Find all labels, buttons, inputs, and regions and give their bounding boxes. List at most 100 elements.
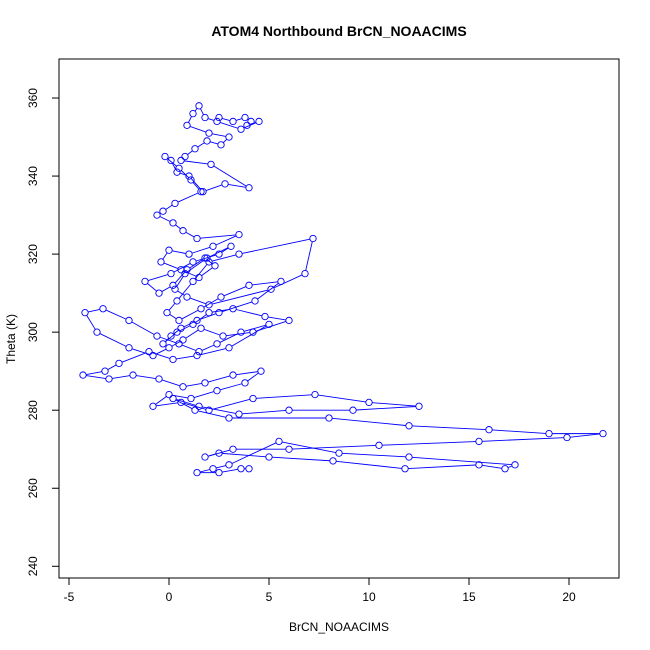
data-point bbox=[257, 367, 265, 375]
series-segment bbox=[165, 333, 175, 343]
series-segment bbox=[189, 297, 207, 305]
series-segment bbox=[165, 204, 173, 210]
series-segment bbox=[408, 464, 476, 470]
series-segment bbox=[318, 394, 366, 403]
data-point bbox=[475, 437, 483, 446]
data-point bbox=[189, 109, 197, 118]
series-segment bbox=[195, 254, 217, 262]
series-segment bbox=[492, 429, 546, 434]
data-point bbox=[229, 305, 237, 313]
data-point bbox=[213, 387, 221, 395]
series-segment bbox=[187, 150, 193, 155]
data-point bbox=[401, 465, 409, 473]
series-segment bbox=[105, 309, 127, 320]
data-point bbox=[181, 269, 189, 278]
series-segment bbox=[223, 286, 247, 297]
series-segment bbox=[207, 453, 217, 457]
data-point bbox=[221, 180, 229, 188]
data-point bbox=[251, 297, 259, 305]
data-point bbox=[265, 453, 273, 461]
data-point bbox=[165, 390, 173, 399]
series-segment bbox=[176, 355, 194, 360]
series-segment bbox=[372, 402, 416, 407]
data-point bbox=[201, 379, 209, 387]
series-segment bbox=[215, 235, 237, 246]
data-point bbox=[229, 371, 237, 379]
y-tick-label: 360 bbox=[26, 88, 40, 108]
series-segment bbox=[169, 314, 177, 320]
series-segment bbox=[236, 371, 258, 376]
data-point bbox=[189, 277, 197, 286]
data-point bbox=[153, 332, 161, 340]
data-point bbox=[277, 277, 285, 286]
series-segment bbox=[482, 437, 564, 442]
data-point bbox=[501, 465, 509, 473]
data-point bbox=[193, 351, 201, 360]
data-point bbox=[149, 402, 157, 410]
series-segment bbox=[243, 324, 267, 332]
series-segment bbox=[412, 425, 486, 431]
series-segment bbox=[412, 456, 512, 466]
data-point bbox=[125, 344, 133, 352]
data-point bbox=[335, 449, 343, 457]
data-point bbox=[301, 269, 309, 278]
data-point bbox=[167, 269, 175, 278]
data-point bbox=[181, 152, 189, 161]
data-point bbox=[189, 320, 197, 328]
series-segment bbox=[155, 348, 167, 355]
data-point bbox=[193, 468, 201, 477]
data-point bbox=[179, 383, 187, 391]
data-point bbox=[241, 113, 249, 122]
series-segment bbox=[159, 216, 171, 222]
x-tick-label: 0 bbox=[166, 590, 173, 604]
data-point bbox=[81, 308, 89, 317]
data-point bbox=[285, 316, 293, 325]
data-point bbox=[261, 312, 269, 321]
data-point bbox=[175, 316, 183, 325]
series-segment bbox=[205, 184, 223, 192]
data-point bbox=[199, 188, 207, 196]
data-point bbox=[245, 184, 253, 192]
x-axis: -5 0 5 10 15 20 bbox=[64, 577, 576, 604]
data-point bbox=[195, 102, 203, 110]
data-point bbox=[145, 348, 153, 356]
series-segment bbox=[194, 264, 208, 280]
series-segment bbox=[162, 252, 168, 260]
data-point bbox=[105, 375, 113, 383]
data-point bbox=[155, 375, 163, 383]
x-tick-label: 20 bbox=[562, 590, 576, 604]
data-point bbox=[227, 242, 235, 250]
data-point bbox=[101, 367, 109, 375]
series-segment bbox=[228, 183, 246, 188]
data-point bbox=[203, 137, 211, 145]
data-point bbox=[255, 117, 263, 126]
series-segment bbox=[200, 469, 210, 473]
data-point bbox=[183, 293, 191, 301]
series-segment bbox=[174, 271, 186, 284]
series-segment bbox=[305, 241, 313, 271]
data-point bbox=[329, 457, 337, 465]
series-segment bbox=[247, 372, 259, 382]
y-tick-label: 300 bbox=[26, 322, 40, 342]
data-point bbox=[197, 305, 205, 313]
data-point bbox=[215, 250, 223, 258]
series-segment bbox=[221, 247, 229, 253]
series-segment bbox=[175, 398, 197, 406]
series-segment bbox=[173, 263, 191, 273]
data-point bbox=[193, 234, 201, 243]
series-segment bbox=[176, 276, 184, 287]
y-axis-label: Theta (K) bbox=[4, 314, 18, 364]
series-segment bbox=[179, 172, 187, 176]
series-segment bbox=[236, 309, 262, 317]
series-segment bbox=[282, 441, 336, 453]
series-segment bbox=[201, 267, 213, 277]
series-segment bbox=[181, 344, 197, 351]
series-segment bbox=[155, 396, 167, 405]
y-tick-label: 340 bbox=[26, 166, 40, 186]
series-segment bbox=[507, 465, 513, 468]
data-point bbox=[205, 129, 213, 137]
data-point bbox=[129, 371, 137, 379]
data-point bbox=[545, 429, 553, 438]
data-point bbox=[203, 254, 211, 262]
data-point bbox=[183, 266, 191, 274]
